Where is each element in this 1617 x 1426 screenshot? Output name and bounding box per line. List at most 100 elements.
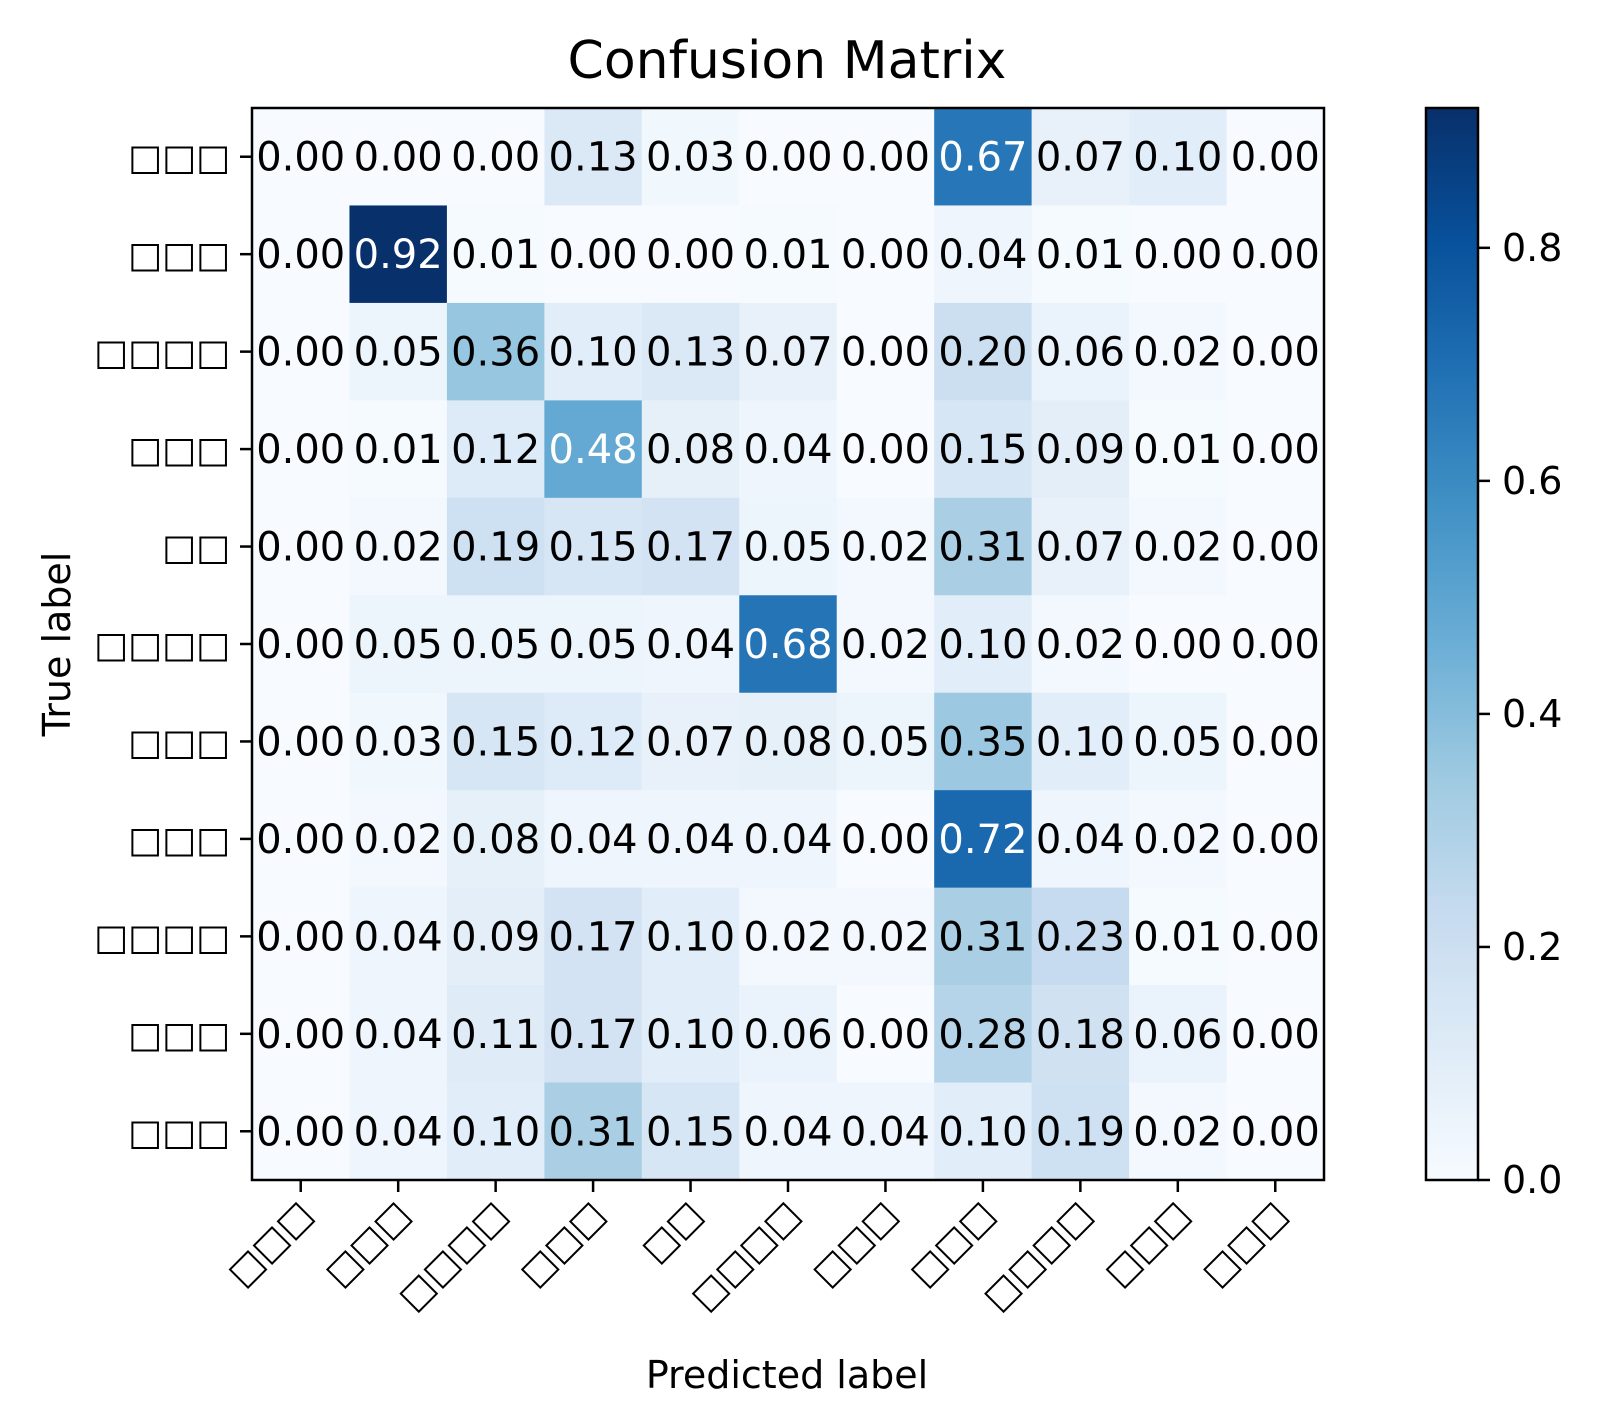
cell-value-label: 0.00 bbox=[1231, 817, 1320, 863]
cell-value-label: 0.31 bbox=[938, 914, 1027, 960]
heatmap-cell bbox=[1226, 108, 1325, 206]
heatmap-cell bbox=[544, 400, 643, 499]
chart-title: Confusion Matrix bbox=[568, 31, 1007, 91]
cell-value-label: 0.15 bbox=[549, 525, 638, 571]
heatmap-cell bbox=[739, 887, 838, 986]
cell-value-label: 0.11 bbox=[451, 1012, 540, 1058]
y-axis-ticks: □□□□□□□□□□□□□□□□□□□□□□□□□□□□□□□□□□□ bbox=[94, 138, 252, 1153]
heatmap-cell bbox=[1031, 790, 1130, 889]
heatmap-cell bbox=[934, 108, 1033, 206]
cell-value-label: 0.10 bbox=[938, 1109, 1027, 1155]
cell-value-label: 0.01 bbox=[743, 232, 832, 278]
heatmap-cell bbox=[349, 302, 448, 401]
heatmap-cell bbox=[252, 302, 350, 401]
heatmap-cell bbox=[544, 1082, 643, 1181]
cell-value-label: 0.04 bbox=[743, 427, 832, 473]
cell-value-label: 0.00 bbox=[256, 427, 345, 473]
cell-value-label: 0.13 bbox=[646, 330, 735, 376]
cell-value-label: 0.01 bbox=[354, 427, 443, 473]
heatmap-cell bbox=[1129, 692, 1228, 791]
cell-value-label: 0.07 bbox=[1036, 135, 1125, 181]
heatmap-cell bbox=[1129, 400, 1228, 499]
y-tick-label: □□□□ bbox=[94, 333, 230, 374]
heatmap-cell bbox=[1129, 887, 1228, 986]
heatmap-cells bbox=[252, 108, 1325, 1181]
cell-value-label: 0.00 bbox=[256, 622, 345, 668]
cell-value-label: 0.00 bbox=[1133, 232, 1222, 278]
colorbar bbox=[1424, 106, 1480, 1182]
heatmap-cell bbox=[739, 302, 838, 401]
heatmap-cell bbox=[1031, 205, 1130, 304]
cell-value-label: 0.10 bbox=[646, 1012, 735, 1058]
heatmap-cell bbox=[252, 1082, 350, 1181]
heatmap-cell bbox=[1226, 595, 1325, 694]
heatmap-cell bbox=[1129, 497, 1228, 596]
heatmap-cell bbox=[934, 790, 1033, 889]
heatmap-cell bbox=[1129, 1082, 1228, 1181]
heatmap-cell bbox=[1031, 887, 1130, 986]
heatmap-cell bbox=[1031, 595, 1130, 694]
cell-value-label: 0.07 bbox=[646, 719, 735, 765]
heatmap-cell bbox=[641, 692, 740, 791]
cell-value-label: 0.04 bbox=[549, 817, 638, 863]
cell-value-label: 0.01 bbox=[451, 232, 540, 278]
cell-value-label: 0.04 bbox=[646, 622, 735, 668]
y-tick-label: □□□ bbox=[128, 1112, 230, 1153]
heatmap-cell bbox=[446, 205, 545, 304]
cell-value-label: 0.17 bbox=[549, 1012, 638, 1058]
heatmap-cell bbox=[641, 302, 740, 401]
heatmap-cell bbox=[252, 108, 350, 206]
x-tick-label: □□□ bbox=[1097, 1193, 1198, 1294]
heatmap-cell bbox=[1031, 497, 1130, 596]
cell-value-label: 0.00 bbox=[1133, 622, 1222, 668]
heatmap-cell bbox=[641, 1082, 740, 1181]
heatmap-cell bbox=[836, 790, 935, 889]
heatmap-cell bbox=[641, 497, 740, 596]
heatmap-cell bbox=[641, 400, 740, 499]
cell-value-label: 0.17 bbox=[549, 914, 638, 960]
cell-value-label: 0.05 bbox=[841, 719, 930, 765]
x-tick-label: □□□□ bbox=[976, 1193, 1101, 1318]
cell-value-label: 0.18 bbox=[1036, 1012, 1125, 1058]
cell-value-label: 0.00 bbox=[841, 232, 930, 278]
x-tick-label: □□ bbox=[634, 1193, 711, 1270]
cell-value-label: 0.08 bbox=[451, 817, 540, 863]
heatmap-cell bbox=[349, 985, 448, 1084]
colorbar-tick-label: 0.4 bbox=[1502, 692, 1562, 736]
heatmap-cell bbox=[1226, 692, 1325, 791]
cell-value-label: 0.10 bbox=[549, 330, 638, 376]
heatmap-cell bbox=[836, 887, 935, 986]
cell-value-label: 0.12 bbox=[451, 427, 540, 473]
heatmap-cell bbox=[544, 497, 643, 596]
cell-value-label: 0.00 bbox=[1231, 232, 1320, 278]
cell-value-label: 0.08 bbox=[743, 719, 832, 765]
cell-value-label: 0.04 bbox=[354, 1012, 443, 1058]
cell-value-label: 0.00 bbox=[841, 427, 930, 473]
cell-value-label: 0.09 bbox=[451, 914, 540, 960]
heatmap-cell bbox=[349, 205, 448, 304]
heatmap-cell bbox=[544, 302, 643, 401]
heatmap-cell bbox=[446, 302, 545, 401]
heatmap-cell bbox=[1226, 302, 1325, 401]
cell-value-label: 0.04 bbox=[841, 1109, 930, 1155]
y-tick-label: □□□ bbox=[128, 820, 230, 861]
heatmap-cell bbox=[252, 497, 350, 596]
cell-value-label: 0.04 bbox=[743, 1109, 832, 1155]
heatmap-cell bbox=[641, 595, 740, 694]
cell-value-label: 0.02 bbox=[1036, 622, 1125, 668]
x-tick-label: □□□ bbox=[512, 1193, 613, 1294]
cell-value-label: 0.67 bbox=[938, 135, 1027, 181]
heatmap-cell bbox=[739, 985, 838, 1084]
heatmap-cell bbox=[1031, 692, 1130, 791]
heatmap-cell bbox=[1031, 400, 1130, 499]
cell-value-label: 0.02 bbox=[1133, 817, 1222, 863]
heatmap-cell bbox=[544, 692, 643, 791]
cell-value-label: 0.00 bbox=[256, 914, 345, 960]
heatmap-cell bbox=[349, 1082, 448, 1181]
heatmap-cell bbox=[1129, 302, 1228, 401]
cell-value-label: 0.07 bbox=[1036, 525, 1125, 571]
cell-value-label: 0.00 bbox=[743, 135, 832, 181]
cell-value-label: 0.48 bbox=[549, 427, 638, 473]
heatmap-cell bbox=[836, 205, 935, 304]
